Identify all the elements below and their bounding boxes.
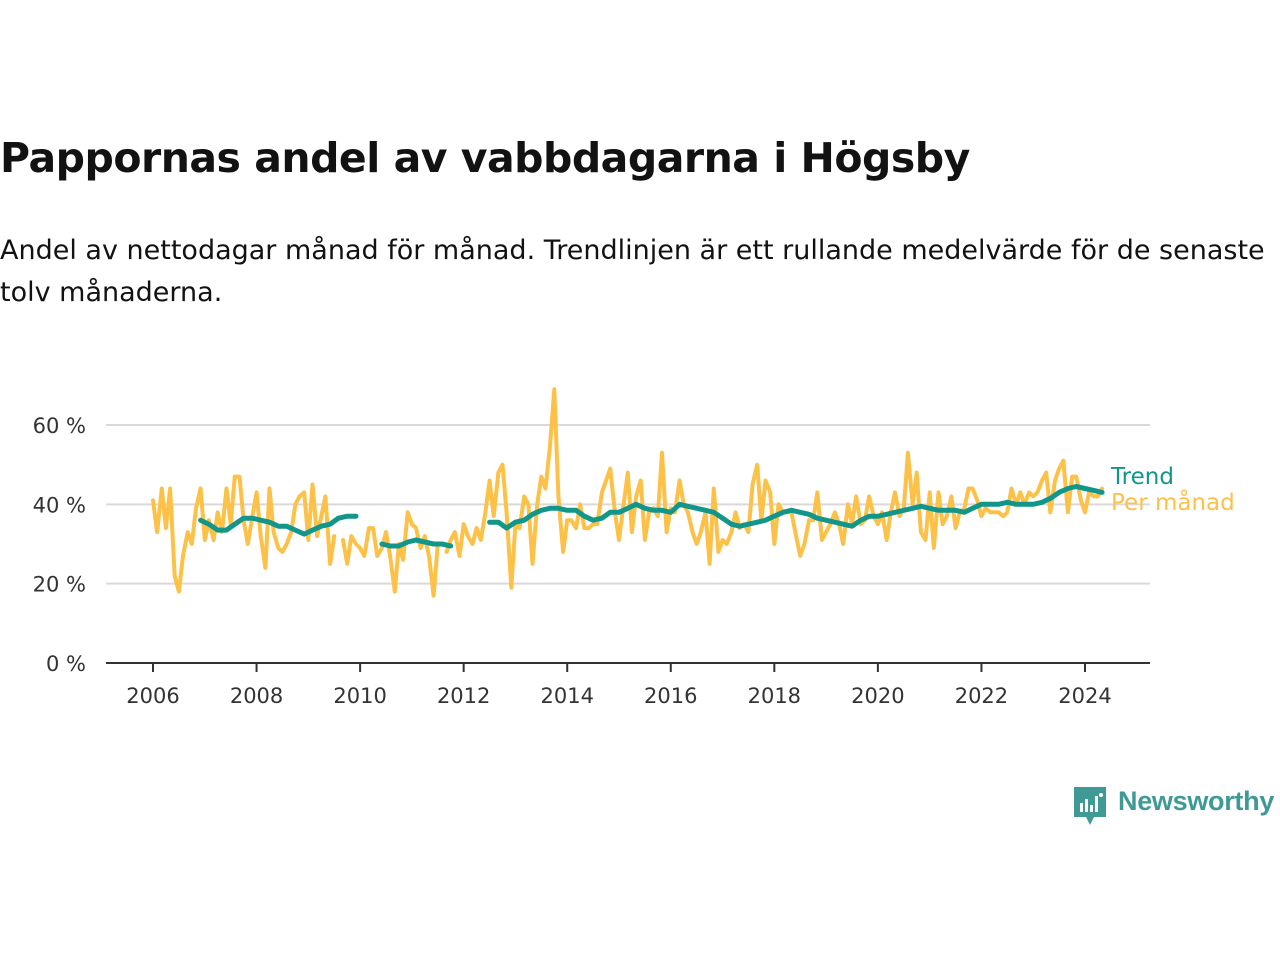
y-tick-label: 0 % <box>46 652 86 676</box>
y-axis: 0 % 20 % 40 % 60 % <box>33 414 86 676</box>
x-tick-label: 2012 <box>437 684 490 708</box>
series-lines <box>151 387 1105 598</box>
chart-subtitle: Andel av nettodagar månad för månad. Tre… <box>0 235 1265 308</box>
x-tick-label: 2018 <box>748 684 801 708</box>
series-line-per-manad <box>151 387 1105 598</box>
x-axis: 2006 2008 2010 2012 2014 2016 2018 2020 2022 2024 <box>106 662 1150 708</box>
x-tick-label: 2020 <box>851 684 904 708</box>
x-tick-label: 2024 <box>1058 684 1111 708</box>
x-tick-label: 2006 <box>126 684 179 708</box>
newsworthy-wordmark: Newsworthy <box>1118 786 1275 816</box>
legend-label-trend: Trend <box>1110 464 1174 490</box>
x-tick-label: 2008 <box>230 684 283 708</box>
newsworthy-brand[interactable]: Newsworthy <box>1072 785 1280 827</box>
line-chart: 0 % 20 % 40 % 60 % 2006 2008 2010 2012 2014 2016… <box>33 387 1235 708</box>
y-tick-label: 60 % <box>33 414 86 438</box>
y-tick-label: 20 % <box>33 573 86 597</box>
x-tick-label: 2022 <box>955 684 1008 708</box>
x-tick-label: 2016 <box>644 684 697 708</box>
legend-label-per-manad: Per månad <box>1111 488 1235 516</box>
x-tick-label: 2010 <box>333 684 386 708</box>
y-tick-label: 40 % <box>33 493 86 517</box>
newsworthy-logo-icon <box>1074 787 1106 825</box>
series-line-trend <box>198 484 1105 549</box>
x-tick-label: 2014 <box>540 684 593 708</box>
chart-title: Pappornas andel av vabbdagarna i Högsby <box>0 134 970 182</box>
